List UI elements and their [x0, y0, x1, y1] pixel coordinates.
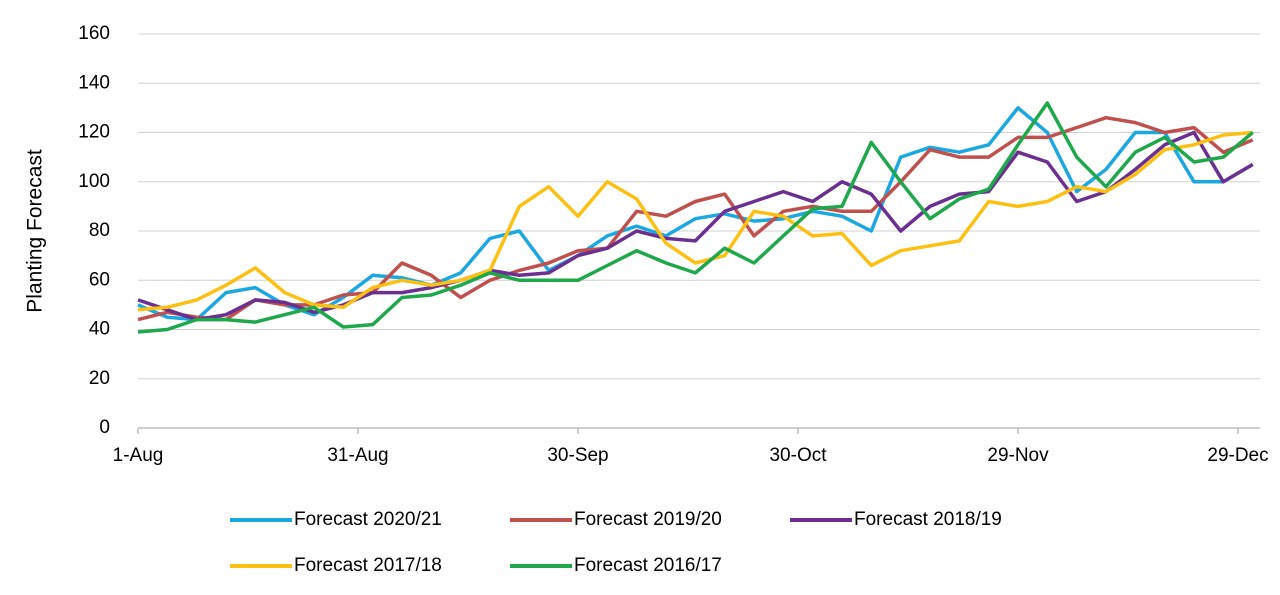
series-line	[137, 130, 1254, 322]
legend-label: Forecast 2017/18	[294, 555, 442, 576]
legend-label: Forecast 2016/17	[574, 555, 722, 576]
y-tick-label: 80	[89, 220, 110, 241]
x-tick-label: 29-Nov	[987, 445, 1049, 466]
y-tick-label: 60	[89, 269, 110, 290]
y-tick-label: 40	[89, 319, 110, 340]
series-line	[137, 130, 1253, 312]
legend-label: Forecast 2020/21	[294, 509, 442, 530]
y-tick-label: 160	[78, 23, 110, 44]
x-tick-label: 31-Aug	[327, 445, 388, 466]
x-tick-label: 30-Sep	[547, 445, 608, 466]
y-tick-label: 0	[99, 417, 110, 438]
series-line	[137, 101, 1254, 334]
y-tick-label: 20	[89, 368, 110, 389]
x-tick-label: 29-Dec	[1207, 445, 1268, 466]
series-line	[137, 115, 1254, 322]
legend-label: Forecast 2019/20	[574, 509, 722, 530]
y-tick-label: 100	[78, 171, 110, 192]
y-tick-label: 120	[78, 122, 110, 143]
y-tick-label: 140	[78, 72, 110, 93]
y-axis-label: Planting Forecast	[24, 149, 47, 313]
series-line	[137, 106, 1254, 322]
x-tick-label: 30-Oct	[769, 445, 827, 466]
legend-label: Forecast 2018/19	[854, 509, 1002, 530]
x-tick-label: 1-Aug	[113, 445, 164, 466]
